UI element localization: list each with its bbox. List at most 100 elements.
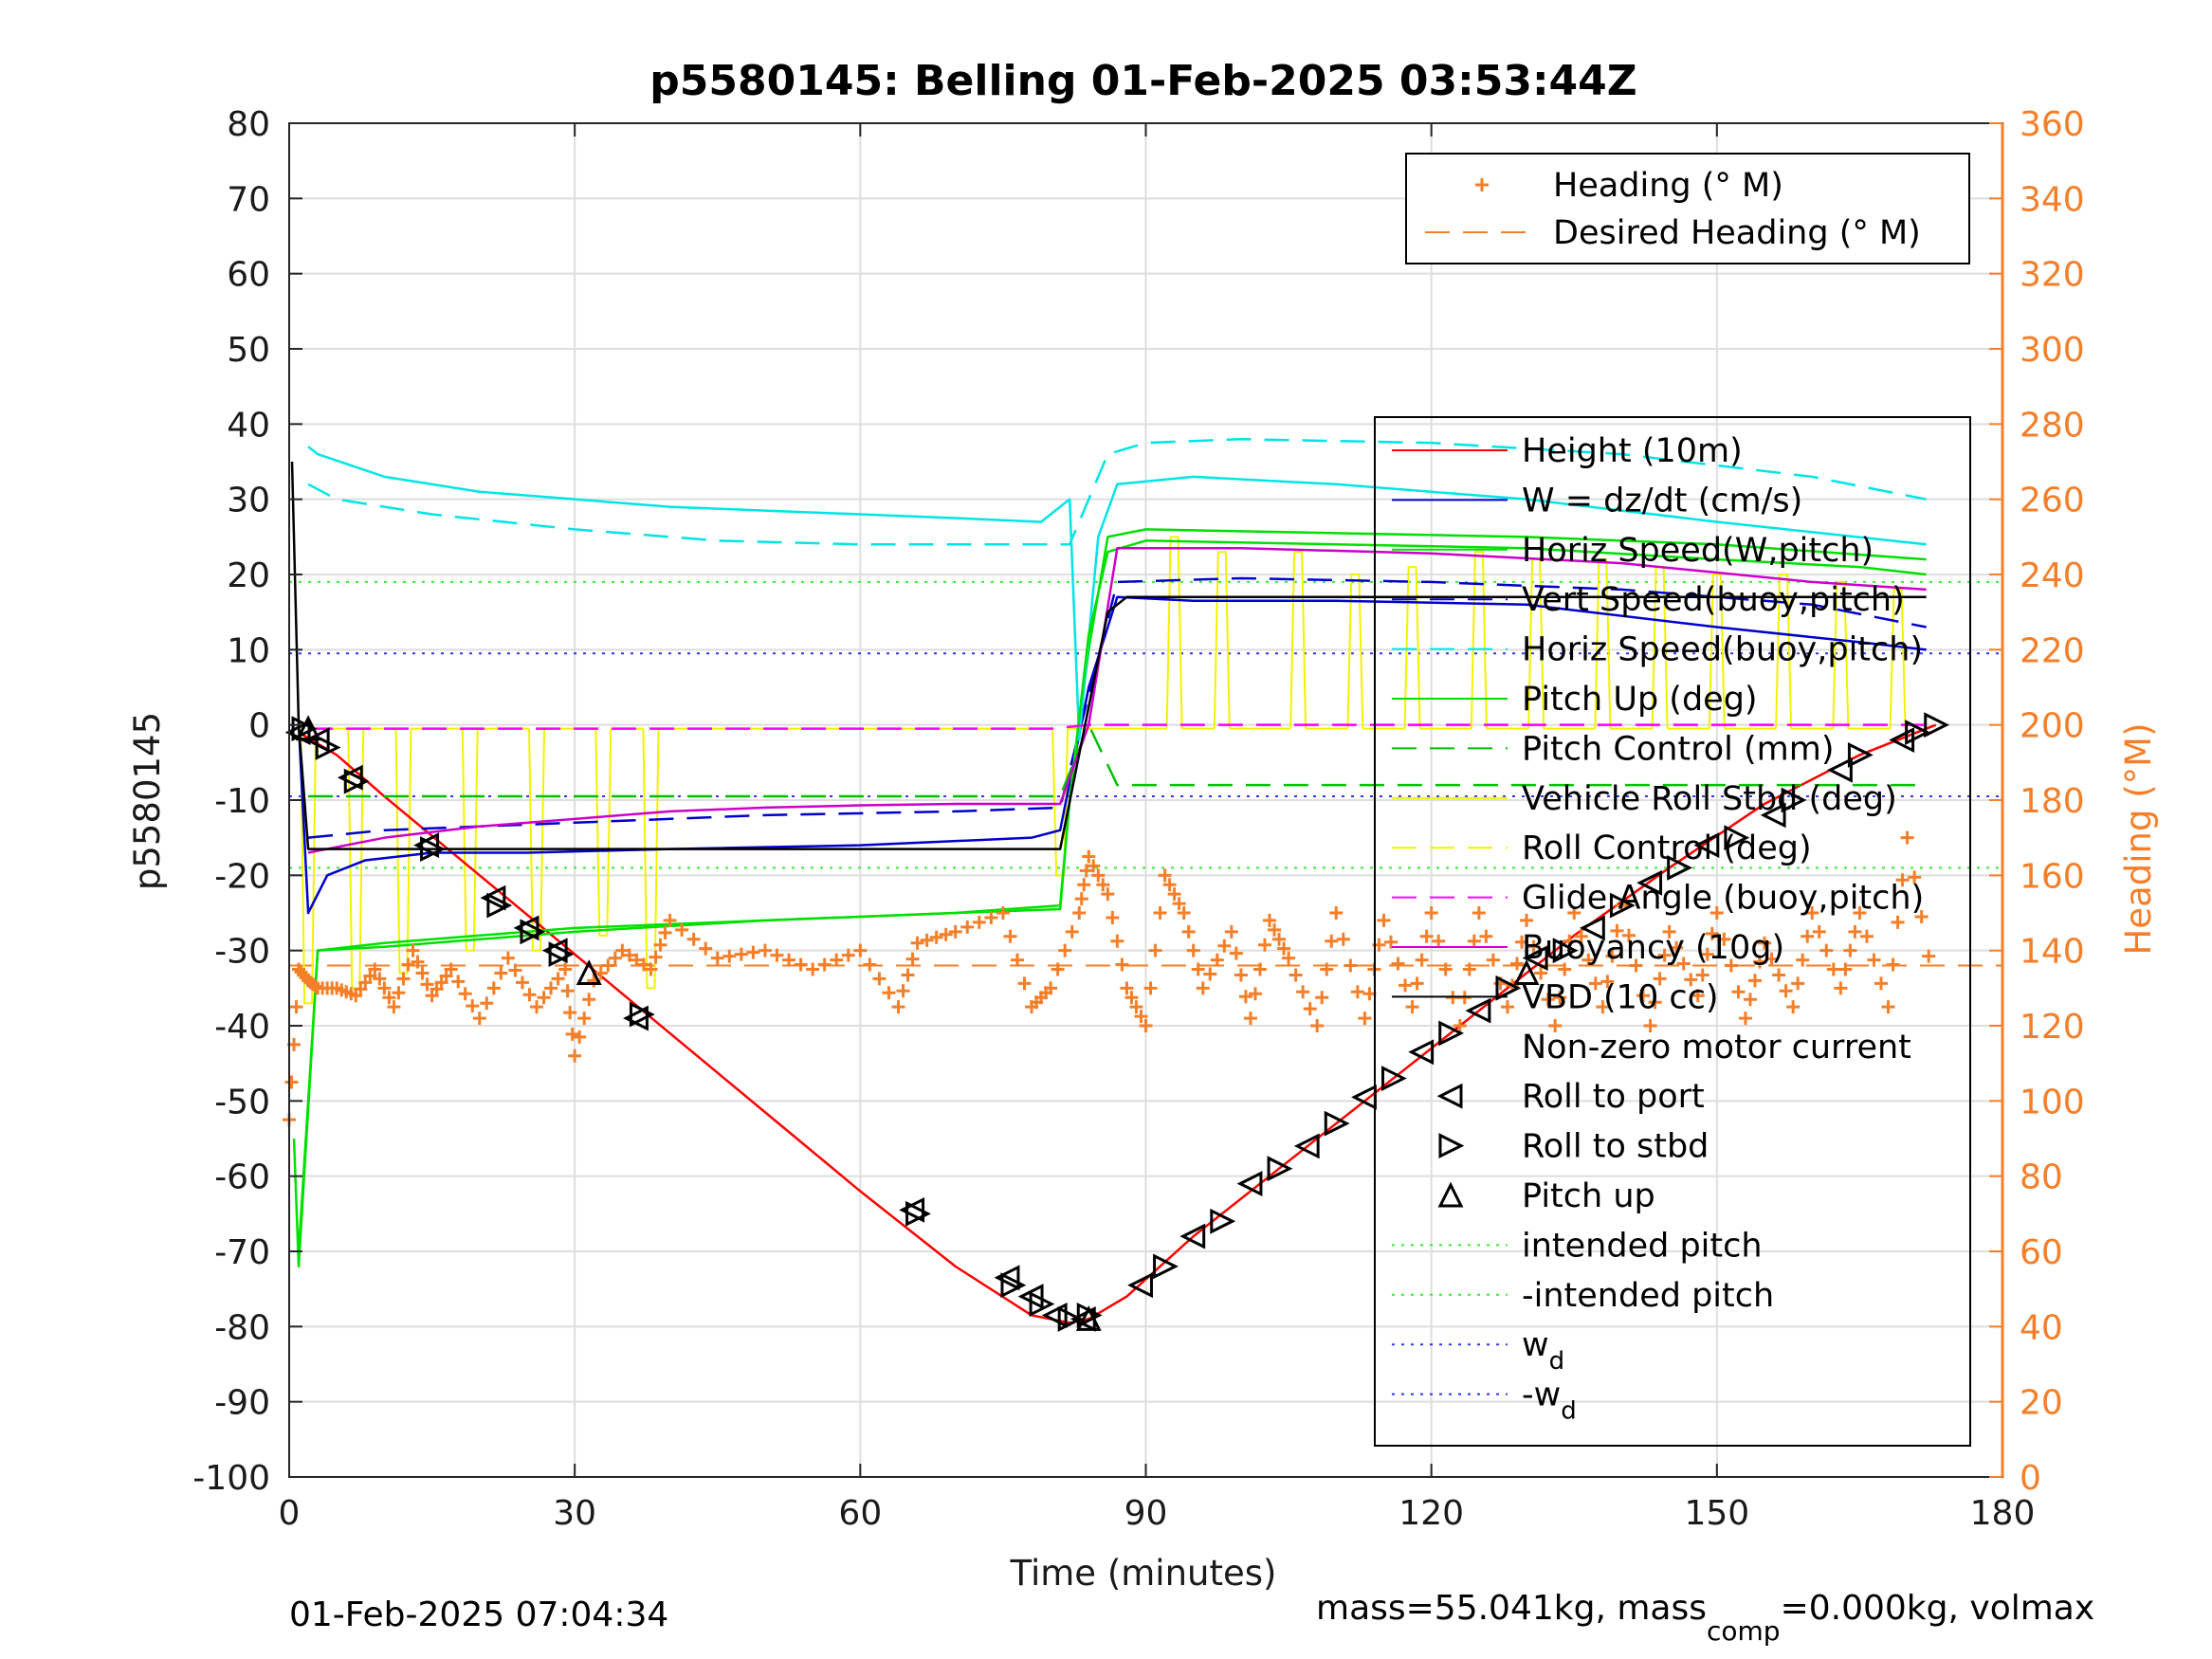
heading-point (1263, 913, 1277, 927)
heading-point (817, 957, 832, 972)
roll-control-spike (528, 728, 546, 952)
heading-point (1581, 953, 1596, 967)
legend-entry-text: VBD (10 cc) (1522, 978, 1719, 1016)
roll-to-stbd-marker (343, 768, 370, 794)
legend-entry-text: Pitch Up (deg) (1522, 681, 1758, 719)
legend-entry-text: Vert Speed(buoy,pitch) (1522, 581, 1905, 619)
heading-point (1405, 1000, 1419, 1014)
heading-point (1859, 929, 1874, 943)
heading-point (1848, 924, 1862, 939)
heading-point (1853, 906, 1867, 920)
heading-point (1510, 957, 1525, 971)
heading-point (830, 953, 844, 967)
heading-point (1065, 924, 1079, 939)
heading-point (1801, 929, 1815, 943)
heading-point (882, 986, 896, 1000)
heading-point (1548, 1019, 1563, 1032)
heading-point (1003, 929, 1017, 943)
legend-entry-label: Horiz Speed(buoy,pitch) (1522, 631, 1923, 669)
legend-entry-label: Vert Speed(buoy,pitch) (1522, 581, 1905, 619)
heading-point (601, 958, 615, 973)
y2-tick-label: 180 (2020, 782, 2085, 821)
series-horiz-speed-buoy-pitch-measured (307, 446, 1927, 741)
heading-point (1819, 943, 1834, 957)
heading-point (1415, 953, 1429, 967)
y2-tick-label: 20 (2020, 1384, 2063, 1423)
heading-point (1479, 929, 1493, 943)
heading-series (283, 830, 1936, 1127)
heading-point (368, 962, 382, 976)
heading-point (1384, 935, 1398, 949)
heading-point (1779, 984, 1793, 998)
y2-tick-label: 240 (2020, 556, 2085, 595)
legend-entry-label: W = dz/dt (cm/s) (1522, 482, 1802, 520)
heading-point (1257, 938, 1271, 952)
legend-entry-label: wd (1522, 1326, 1564, 1376)
heading-point (1731, 985, 1746, 999)
roll-to-stbd-marker (1438, 1020, 1465, 1047)
heading-point (1329, 906, 1344, 920)
heading-point (939, 927, 953, 941)
legend-entry-text: Pitch Control (mm) (1522, 730, 1834, 768)
heading-point (1600, 975, 1615, 989)
x-tick-label: 30 (553, 1494, 596, 1533)
roll-to-port-marker (1127, 1272, 1153, 1299)
y2-tick-label: 160 (2020, 857, 2085, 896)
heading-point (1167, 887, 1181, 902)
legend-entry-label: Pitch Control (mm) (1522, 730, 1834, 768)
heading-point (1243, 1012, 1257, 1026)
heading-point (1044, 981, 1058, 995)
heading-point (1203, 967, 1217, 981)
heading-point (1526, 939, 1541, 954)
roll-control-spike (1775, 574, 1793, 729)
x-tick-label: 0 (279, 1494, 301, 1533)
roll-to-stbd-marker (1609, 892, 1636, 919)
heading-point (1743, 993, 1757, 1007)
heading-point (451, 975, 466, 989)
heading-point (1289, 968, 1303, 982)
legend-entry-label: Pitch Up (deg) (1522, 681, 1758, 719)
heading-point (1700, 947, 1714, 961)
roll-to-port-marker (1465, 997, 1491, 1024)
roll-to-stbd-marker (520, 919, 546, 945)
heading-point (382, 991, 396, 1005)
roll-to-port-marker (1408, 1039, 1435, 1066)
legend-entry-label: Glide Angle (buoy,pitch) (1522, 880, 1924, 918)
legend-entry-text: Vehicle Roll Stbd (deg) (1522, 780, 1897, 818)
heading-point (577, 1012, 592, 1026)
roll-to-stbd-marker (629, 1001, 655, 1028)
roll-to-port-marker (1351, 1084, 1377, 1110)
legend-entry-label: Height (10m) (1522, 432, 1743, 470)
heading-point (1210, 953, 1224, 967)
roll-to-stbd-marker (1667, 854, 1693, 881)
legend-entry-label: Horiz Speed(W,pitch) (1522, 532, 1874, 570)
y2-tick-label: 200 (2020, 707, 2085, 746)
heading-point (1629, 958, 1643, 973)
heading-point (1181, 924, 1196, 939)
roll-to-port-marker (994, 1265, 1020, 1291)
heading-point (1553, 991, 1567, 1005)
heading-point (1234, 968, 1248, 982)
y-tick-label: -50 (214, 1083, 270, 1121)
heading-point (1101, 887, 1115, 902)
heading-point (1091, 868, 1106, 883)
series-vert-speed-buoy-pitch- (307, 576, 1927, 839)
y2-tick-label: 320 (2020, 256, 2085, 295)
roll-to-port-marker (1041, 1303, 1068, 1328)
heading-point (1486, 953, 1500, 967)
roll-to-stbd-marker (315, 735, 341, 760)
heading-point (1272, 932, 1287, 946)
heading-point (1158, 868, 1172, 883)
heading-point (1115, 957, 1129, 972)
y2-tick-label: 360 (2020, 105, 2085, 144)
heading-point (1826, 962, 1840, 976)
x-tick-label: 120 (1398, 1494, 1464, 1533)
y-tick-label: 40 (227, 406, 270, 445)
series-w-dz-dt-cm-s- (297, 595, 1927, 915)
heading-point (1438, 962, 1453, 976)
roll-control-spike (461, 728, 479, 952)
heading-point (1282, 951, 1296, 965)
pitch-up-marker (576, 959, 602, 985)
heading-point (1563, 934, 1577, 948)
x-tick-label: 60 (838, 1494, 882, 1533)
